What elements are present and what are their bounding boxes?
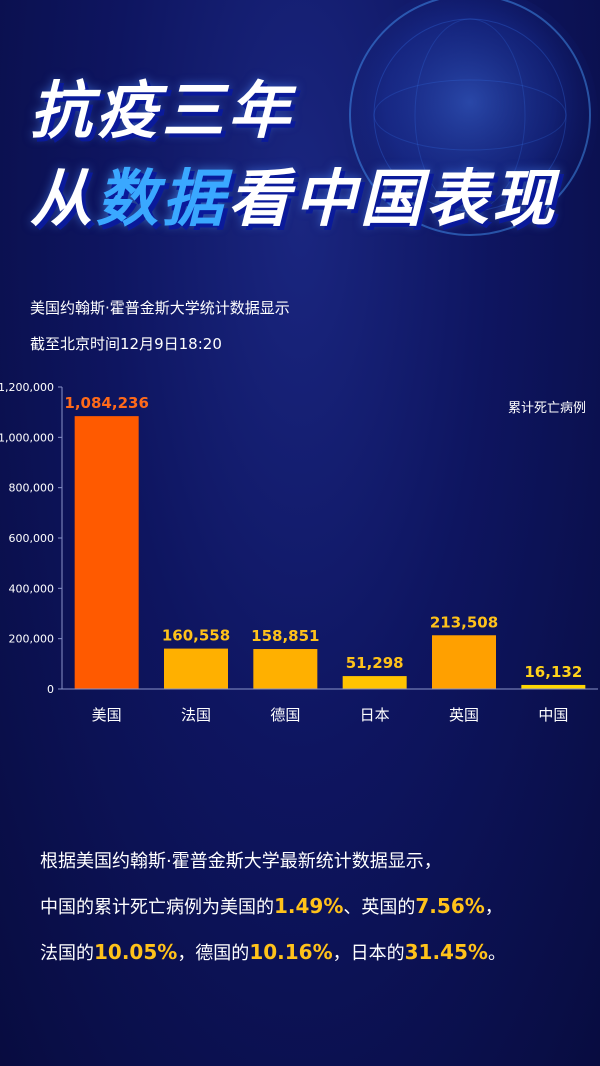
bar <box>432 635 496 689</box>
summary-text-segment: 、英国的 <box>343 897 416 918</box>
bar-chart: 0 200,000 400,000 600,000 800,000 1,000,000 1,… <box>0 381 598 724</box>
summary-text-segment: 中国的累计死亡病例为美国的 <box>40 897 274 918</box>
timestamp-line: 截至北京时间12月9日18:20 <box>30 335 222 353</box>
y-tick-label: 200,000 <box>9 633 55 646</box>
x-tick-label: 日本 <box>360 706 390 724</box>
x-axis: 美国 法国 德国 日本 英国 中国 <box>62 688 598 724</box>
source-line: 美国约翰斯·霍普金斯大学统计数据显示 <box>30 299 290 317</box>
summary-text-segment: 法国的 <box>40 943 94 964</box>
bar-value-label: 1,084,236 <box>64 394 148 412</box>
legend-label: 累计死亡病例 <box>508 401 586 416</box>
bar-value-label: 213,508 <box>430 613 498 631</box>
globe-ring-outer <box>349 0 591 236</box>
summary-line-1: 根据美国约翰斯·霍普金斯大学最新统计数据显示， <box>40 851 442 872</box>
bar-value-label: 160,558 <box>162 627 230 645</box>
summary-line-2: 中国的累计死亡病例为美国的1.49%、英国的7.56%， <box>40 884 580 930</box>
title-line-2: 从数据看中国表现 <box>30 148 558 238</box>
percent-vs-germany: 10.16% <box>249 940 333 964</box>
y-tick-label: 600,000 <box>9 532 55 545</box>
percent-vs-us: 1.49% <box>274 894 344 918</box>
summary-text-segment: ，日本的 <box>332 943 405 964</box>
y-axis: 0 200,000 400,000 600,000 800,000 1,000,000 1,… <box>0 381 63 696</box>
title-line-2-suffix: 看中国表现 <box>228 162 559 235</box>
percent-vs-uk: 7.56% <box>415 894 485 918</box>
x-tick-label: 美国 <box>92 706 122 724</box>
x-tick-label: 中国 <box>538 706 568 724</box>
globe-halo <box>342 0 598 243</box>
summary-text-segment: 。 <box>487 943 506 964</box>
bar <box>164 648 228 689</box>
bars: 1,084,236 160,558 158,851 51,298 213,508 16,1… <box>64 394 586 689</box>
globe-meridian <box>414 18 526 212</box>
percent-vs-japan: 31.45% <box>404 940 488 964</box>
summary-text-segment: ， <box>484 897 503 918</box>
summary-line-3: 法国的10.05%，德国的10.16%，日本的31.45%。 <box>40 930 580 976</box>
bar-value-label: 158,851 <box>251 627 319 645</box>
y-tick-label: 0 <box>47 683 54 696</box>
y-tick-label: 1,200,000 <box>0 381 54 394</box>
y-tick-label: 400,000 <box>9 582 55 595</box>
x-tick-label: 法国 <box>181 706 211 724</box>
bar <box>342 676 407 689</box>
bar <box>74 416 139 689</box>
percent-vs-france: 10.05% <box>94 940 178 964</box>
title-line-1: 抗疫三年 <box>30 60 294 150</box>
x-tick-label: 英国 <box>449 706 479 724</box>
globe-decoration <box>342 0 598 243</box>
summary-text: 根据美国约翰斯·霍普金斯大学最新统计数据显示， 中国的累计死亡病例为美国的1.4… <box>40 840 580 976</box>
bar-value-label: 16,132 <box>524 663 582 681</box>
title-line-1-text: 抗疫三年 <box>30 74 295 147</box>
summary-text-segment: ，德国的 <box>177 943 250 964</box>
title-line-2-highlight: 数据 <box>96 162 229 235</box>
bar <box>521 684 586 689</box>
y-tick-label: 800,000 <box>9 482 55 495</box>
x-tick-label: 德国 <box>270 706 300 724</box>
bar <box>253 649 318 689</box>
y-tick-label: 1,000,000 <box>0 431 54 444</box>
title-line-2-prefix: 从 <box>30 162 97 235</box>
globe-parallel <box>373 79 567 151</box>
bar-value-label: 51,298 <box>346 654 404 672</box>
globe-ring-inner <box>373 18 567 212</box>
